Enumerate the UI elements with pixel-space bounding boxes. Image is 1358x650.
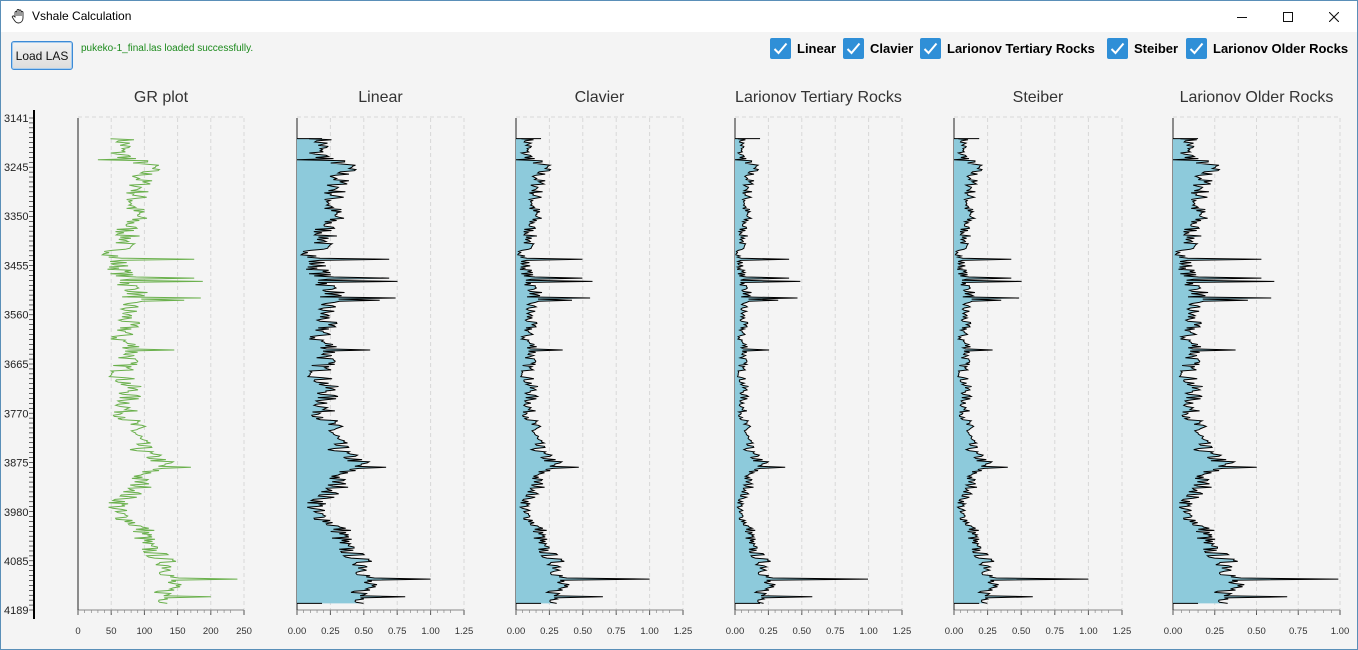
x-tick-label: 0.25	[321, 626, 340, 637]
x-tick-label: 0.25	[1206, 626, 1225, 637]
depth-tick-label: 3350	[4, 211, 28, 223]
status-message: pukeko-1_final.las loaded successfully.	[81, 43, 254, 54]
x-tick-label: 1.00	[421, 626, 440, 637]
vshale-area	[516, 138, 650, 604]
depth-tick-label: 3980	[4, 507, 28, 519]
load-las-button[interactable]: Load LAS	[11, 41, 73, 70]
maximize-icon	[1283, 11, 1293, 22]
panel-title: Steiber	[1013, 89, 1064, 106]
x-tick-label: 1.25	[674, 626, 693, 637]
maximize-button[interactable]	[1265, 1, 1311, 32]
x-tick-label: 0.25	[540, 626, 559, 637]
vshale-curve	[296, 138, 431, 604]
checkmark-icon	[1186, 37, 1207, 59]
x-tick-label: 0.00	[945, 626, 964, 637]
x-tick-label: 0.75	[1289, 626, 1308, 637]
vshale-curve	[734, 138, 869, 604]
gr-curve	[97, 138, 238, 604]
depth-tick-label: 4189	[4, 605, 28, 617]
x-tick-label: 0.75	[1046, 626, 1065, 637]
depth-tick-label: 3770	[4, 408, 28, 420]
close-button[interactable]	[1311, 1, 1357, 32]
x-tick-label: 1.00	[859, 626, 878, 637]
x-tick-label: 200	[203, 626, 219, 637]
x-tick-label: 0.00	[507, 626, 526, 637]
x-tick-label: 0.50	[793, 626, 812, 637]
x-tick-label: 150	[170, 626, 186, 637]
depth-tick-label: 4085	[4, 556, 28, 568]
depth-tick-label: 3245	[4, 162, 28, 174]
checkbox-label: Steiber	[1134, 40, 1179, 56]
panel-title: Clavier	[575, 89, 625, 106]
x-tick-label: 0.25	[978, 626, 997, 637]
depth-tick-label: 3665	[4, 359, 28, 371]
x-tick-label: 0.50	[574, 626, 593, 637]
minimize-button[interactable]	[1219, 1, 1265, 32]
checkbox-label: Linear	[797, 40, 837, 56]
title-bar: Vshale Calculation	[1, 1, 1357, 32]
vshale-curve	[1172, 138, 1339, 604]
x-tick-label: 0.00	[1164, 626, 1183, 637]
checkbox-label: Larionov Older Rocks	[1213, 40, 1349, 56]
x-tick-label: 0.75	[388, 626, 407, 637]
x-tick-label: 1.25	[1113, 626, 1132, 637]
panel-title: Linear	[358, 89, 403, 106]
x-tick-label: 0.25	[759, 626, 778, 637]
checkbox-label: Clavier	[870, 40, 914, 56]
checkmark-icon	[920, 37, 941, 59]
checkbox-linear[interactable]: Linear	[770, 37, 836, 59]
x-tick-label: 50	[106, 626, 117, 637]
x-tick-label: 0.00	[288, 626, 307, 637]
vshale-curve	[515, 138, 650, 604]
checkbox-larionov-tertiary[interactable]: Larionov Tertiary Rocks	[920, 37, 1095, 59]
x-tick-label: 0.50	[355, 626, 374, 637]
x-tick-label: 0.00	[726, 626, 745, 637]
depth-tick-label: 3141	[4, 113, 28, 125]
checkbox-larionov-older[interactable]: Larionov Older Rocks	[1186, 37, 1348, 59]
checkmark-icon	[770, 37, 791, 59]
x-tick-label: 0.75	[826, 626, 845, 637]
vshale-curve	[953, 138, 1089, 604]
checkbox-clavier[interactable]: Clavier	[843, 37, 913, 59]
x-tick-label: 1.00	[640, 626, 659, 637]
x-tick-label: 0.50	[1012, 626, 1031, 637]
depth-tick-label: 3455	[4, 260, 28, 272]
toolbar: Load LAS pukeko-1_final.las loaded succe…	[1, 32, 1357, 76]
minimize-icon	[1237, 16, 1247, 18]
hand-icon	[11, 9, 24, 24]
depth-tick-label: 3560	[4, 310, 28, 322]
x-tick-label: 1.25	[893, 626, 912, 637]
vshale-area	[1173, 138, 1339, 604]
x-tick-label: 1.00	[1079, 626, 1098, 637]
x-tick-label: 100	[136, 626, 152, 637]
window-title: Vshale Calculation	[32, 9, 132, 23]
x-tick-label: 250	[236, 626, 252, 637]
x-tick-label: 1.00	[1331, 626, 1350, 637]
checkmark-icon	[843, 37, 864, 59]
depth-tick-label: 3875	[4, 458, 28, 470]
x-tick-label: 0	[75, 626, 80, 637]
x-tick-label: 0.75	[607, 626, 626, 637]
x-tick-label: 1.25	[455, 626, 474, 637]
vshale-area	[954, 138, 1089, 604]
checkmark-icon	[1107, 37, 1128, 59]
x-tick-label: 0.50	[1247, 626, 1266, 637]
panel-title: Larionov Tertiary Rocks	[735, 89, 902, 106]
vshale-area	[735, 138, 868, 604]
panel-title: GR plot	[134, 89, 189, 106]
panel-title: Larionov Older Rocks	[1180, 89, 1334, 106]
close-icon	[1329, 11, 1339, 22]
checkbox-steiber[interactable]: Steiber	[1107, 37, 1178, 59]
checkbox-label: Larionov Tertiary Rocks	[947, 40, 1095, 56]
vshale-area	[297, 138, 431, 604]
